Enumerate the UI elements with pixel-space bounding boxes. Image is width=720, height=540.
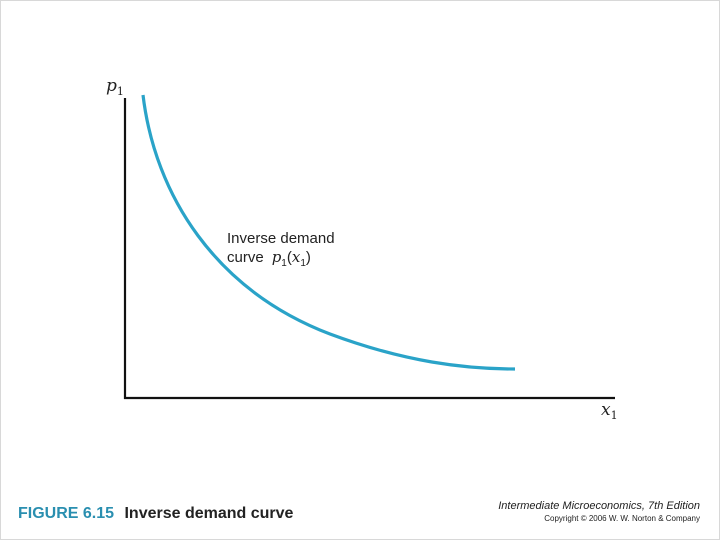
book-edition: , 7th Edition — [641, 500, 700, 512]
x-axis-label-var: x — [601, 400, 611, 420]
curve-label-close-paren: ) — [306, 249, 311, 266]
curve-label-arg-var: x — [292, 248, 301, 266]
inverse-demand-curve — [141, 94, 516, 371]
y-axis-label: p1 — [106, 76, 124, 98]
figure-number: FIGURE 6.15 — [18, 505, 115, 522]
x-axis-label-sub: 1 — [611, 409, 618, 422]
copyright-notice: Copyright © 2006 W. W. Norton & Company — [544, 514, 700, 523]
curve-label-prefix: curve — [227, 249, 264, 266]
y-axis-label-var: p — [106, 76, 117, 96]
curve-label-line1: Inverse demand — [227, 230, 335, 247]
book-title: Intermediate Microeconomics, 7th Edition — [498, 500, 700, 512]
curve-label-arg-sub: 1 — [300, 258, 306, 269]
curve-label-open-paren: ( — [287, 249, 292, 266]
curve-label-fn-sub: 1 — [281, 258, 287, 269]
curve-label-fn-var: p — [272, 248, 282, 266]
curve-label-line2: curve p1(x1) — [227, 248, 311, 269]
figure-caption: FIGURE 6.15 Inverse demand curve — [18, 505, 293, 523]
figure-title: Inverse demand curve — [124, 505, 294, 522]
x-axis-label: x1 — [601, 400, 618, 422]
y-axis-label-sub: 1 — [117, 85, 124, 98]
book-title-name: Intermediate Microeconomics — [498, 500, 642, 512]
